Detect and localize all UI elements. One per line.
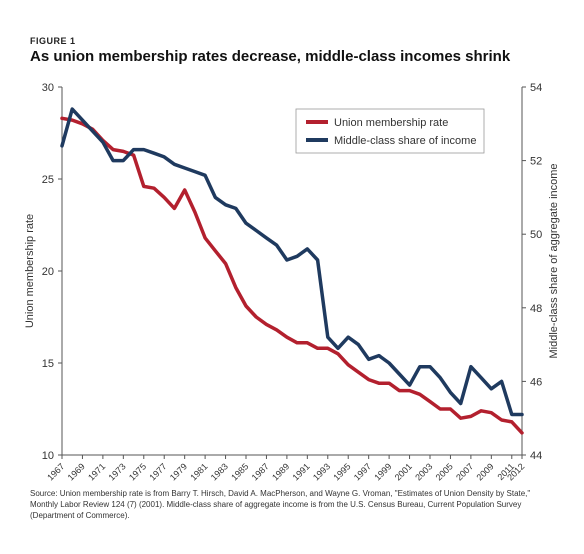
chart-title: As union membership rates decrease, midd…	[30, 48, 511, 65]
y2-tick-label: 52	[530, 156, 542, 168]
y-axis-label: Union membership rate	[24, 214, 36, 328]
x-tick-label: 1981	[188, 461, 209, 482]
legend-entry: Union membership rate	[334, 117, 448, 129]
y2-tick-label: 48	[530, 303, 542, 315]
y-tick-label: 30	[42, 82, 54, 94]
x-tick-label: 1997	[352, 461, 373, 482]
y-tick-label: 15	[42, 358, 54, 370]
x-tick-label: 1999	[372, 461, 393, 482]
x-tick-label: 1979	[168, 461, 189, 482]
source-note: Source: Union membership rate is from Ba…	[30, 489, 531, 520]
x-tick-label: 1967	[45, 461, 66, 482]
x-tick-label: 1991	[291, 461, 312, 482]
y2-axis-label: Middle-class share of aggregate income	[548, 163, 560, 358]
x-tick-label: 2005	[434, 461, 455, 482]
legend: Union membership rate Middle-class share …	[295, 108, 485, 154]
y2-tick-label: 50	[530, 229, 542, 241]
x-tick-label: 1985	[229, 461, 250, 482]
x-tick-label: 2009	[475, 461, 496, 482]
x-tick-label: 1983	[209, 461, 230, 482]
y-tick-label: 25	[42, 174, 54, 186]
legend-entry: Middle-class share of income	[334, 135, 476, 147]
y2-tick-label: 44	[530, 450, 542, 462]
y2-tick-label: 46	[530, 376, 542, 388]
x-tick-label: 1975	[127, 461, 148, 482]
chart-area: 10 15 20 25 30 44 46 48 50 52 54 1967 1969 1971 1973 19…	[24, 82, 560, 483]
x-tick-label: 2003	[413, 461, 434, 482]
y-tick-label: 10	[42, 450, 54, 462]
figure-label: FIGURE 1	[30, 36, 76, 46]
x-tick-label: 2007	[454, 461, 475, 482]
series-lines	[60, 107, 524, 435]
union-membership-line	[60, 116, 524, 435]
x-tick-label: 2001	[393, 461, 414, 482]
x-tick-label: 1977	[147, 461, 168, 482]
x-tick-label: 1993	[311, 461, 332, 482]
middle-class-share-line	[60, 107, 524, 417]
y2-tick-label: 54	[530, 82, 542, 94]
y-tick-label: 20	[42, 266, 54, 278]
x-tick-label: 1973	[107, 461, 128, 482]
x-tick-label: 1995	[331, 461, 352, 482]
x-tick-label: 1969	[66, 461, 87, 482]
x-tick-label: 1989	[270, 461, 291, 482]
x-tick-label: 1987	[250, 461, 271, 482]
legend-box	[295, 108, 485, 154]
x-tick-label: 1971	[86, 461, 107, 482]
